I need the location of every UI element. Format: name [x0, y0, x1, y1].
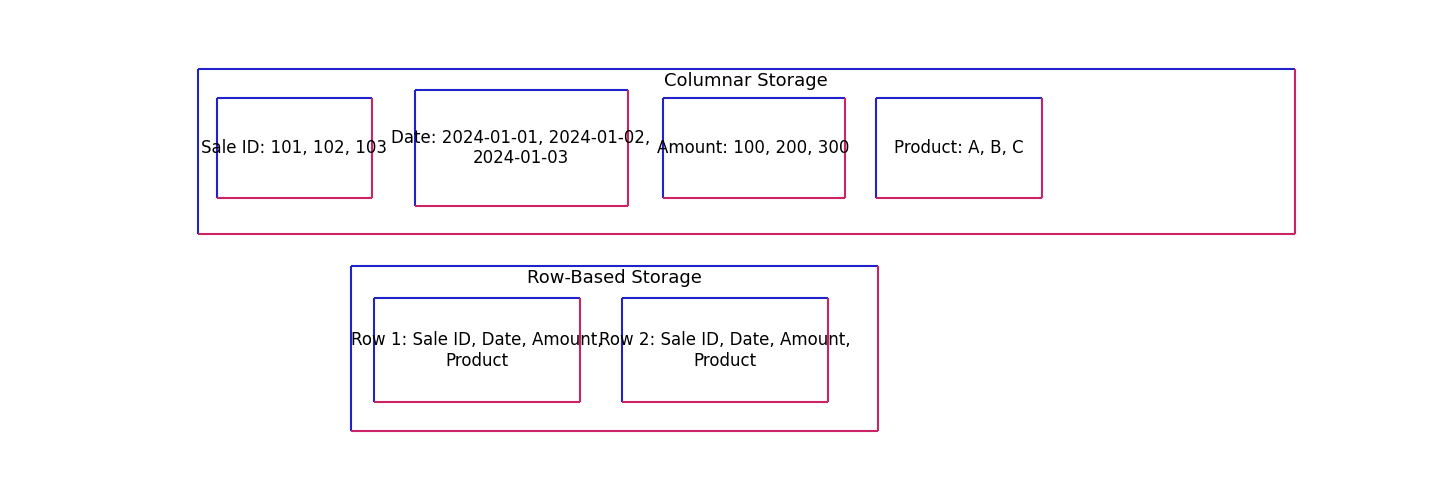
- Text: Amount: 100, 200, 300: Amount: 100, 200, 300: [657, 139, 850, 157]
- Bar: [415, 90, 628, 206]
- Bar: [875, 98, 1042, 198]
- Text: Product: A, B, C: Product: A, B, C: [894, 139, 1024, 157]
- Bar: [198, 69, 1294, 234]
- Bar: [217, 98, 371, 198]
- Text: Row 2: Sale ID, Date, Amount,
Product: Row 2: Sale ID, Date, Amount, Product: [598, 331, 850, 370]
- Bar: [622, 298, 827, 402]
- Bar: [374, 298, 579, 402]
- Text: Columnar Storage: Columnar Storage: [664, 72, 828, 90]
- Text: Sale ID: 101, 102, 103: Sale ID: 101, 102, 103: [201, 139, 387, 157]
- Bar: [662, 98, 844, 198]
- Text: Row 1: Sale ID, Date, Amount,
Product: Row 1: Sale ID, Date, Amount, Product: [351, 331, 603, 370]
- Text: Date: 2024-01-01, 2024-01-02,
2024-01-03: Date: 2024-01-01, 2024-01-02, 2024-01-03: [392, 128, 651, 168]
- Bar: [351, 266, 878, 432]
- Text: Row-Based Storage: Row-Based Storage: [527, 269, 702, 287]
